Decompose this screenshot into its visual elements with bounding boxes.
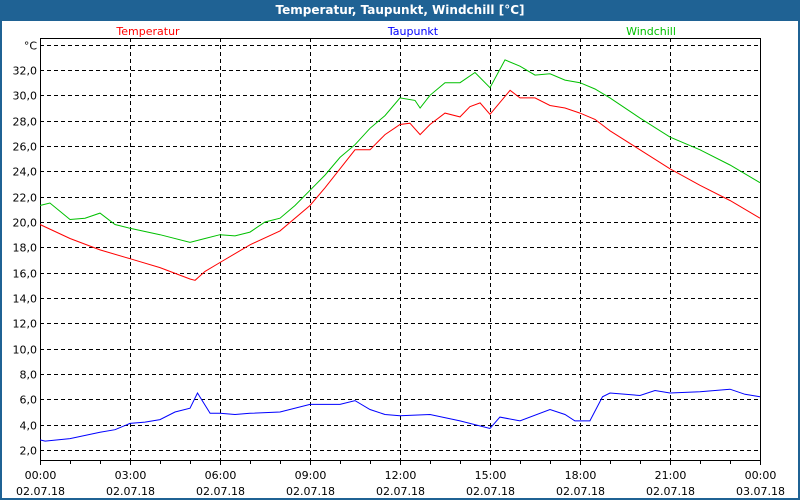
x-tick-time: 21:00 [655, 469, 687, 482]
x-tick-time: 06:00 [205, 469, 237, 482]
y-tick-label: 12,0 [13, 318, 38, 331]
y-tick-label: 4,0 [20, 420, 38, 433]
x-tick-date: 02.07.18 [646, 485, 695, 498]
y-tick-label: 20,0 [13, 217, 38, 230]
y-tick-label: 22,0 [13, 192, 38, 205]
y-tick-label: 32,0 [13, 65, 38, 78]
legend-temperatur: Temperatur [115, 25, 180, 38]
x-tick-date: 02.07.18 [16, 485, 65, 498]
x-tick-date: 02.07.18 [376, 485, 425, 498]
x-tick-time: 03:00 [115, 469, 147, 482]
series-line-windchill [39, 59, 761, 243]
x-tick-date: 02.07.18 [106, 485, 155, 498]
x-tick-time: 09:00 [295, 469, 327, 482]
y-tick-label: 6,0 [20, 394, 38, 407]
y-tick-label: 28,0 [13, 116, 38, 129]
x-tick-date: 02.07.18 [196, 485, 245, 498]
series-line-temperatur [39, 89, 761, 281]
y-axis-unit: °C [24, 40, 38, 53]
series-line-taupunkt [39, 388, 761, 442]
x-tick-time: 12:00 [385, 469, 417, 482]
x-tick-date: 03.07.18 [736, 485, 785, 498]
x-tick-date: 02.07.18 [286, 485, 335, 498]
x-tick-time: 00:00 [25, 469, 57, 482]
y-tick-label: 10,0 [13, 344, 38, 357]
y-tick-label: 24,0 [13, 166, 38, 179]
x-tick-date: 02.07.18 [466, 485, 515, 498]
x-tick-time: 00:00 [745, 469, 777, 482]
legend-windchill: Windchill [626, 25, 676, 38]
x-tick-date: 02.07.18 [556, 485, 605, 498]
x-tick-time: 18:00 [565, 469, 597, 482]
y-tick-label: 14,0 [13, 293, 38, 306]
y-tick-label: 30,0 [13, 90, 38, 103]
y-tick-label: 2,0 [20, 445, 38, 458]
y-tick-label: 16,0 [13, 268, 38, 281]
window-title: Temperatur, Taupunkt, Windchill [°C] [275, 3, 525, 17]
x-tick-time: 15:00 [475, 469, 507, 482]
y-tick-label: 8,0 [20, 369, 38, 382]
legend-taupunkt: Taupunkt [387, 25, 439, 38]
y-tick-label: 18,0 [13, 242, 38, 255]
y-tick-label: 26,0 [13, 141, 38, 154]
